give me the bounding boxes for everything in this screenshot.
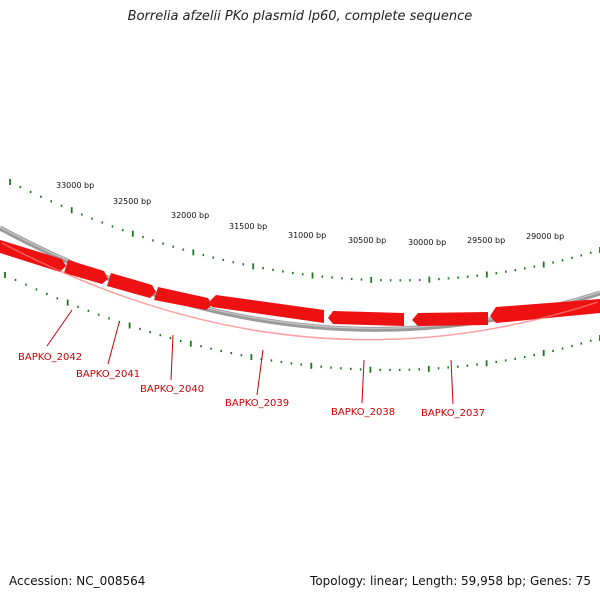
gene-label-bapko-2037[interactable]: BAPKO_2037 [421,408,485,419]
gene-arrow-bapko-2037[interactable] [412,312,488,326]
gene-track [0,240,600,341]
outer-scale-ticks [9,179,600,283]
scale-label-31500: 31500 bp [229,222,267,231]
scale-label-30500: 30500 bp [348,236,386,245]
gene-arrow-bapko-2041[interactable] [107,273,156,298]
scale-label-32000: 32000 bp [171,211,209,220]
scale-label-29000: 29000 bp [526,232,564,241]
gene-label-bapko-2040[interactable]: BAPKO_2040 [140,384,204,395]
scale-label-29500: 29500 bp [467,236,505,245]
gene-arrow-bapko-2036[interactable] [490,299,600,323]
scale-label-33000: 33000 bp [56,181,94,190]
scale-labels: 33000 bp 32500 bp 32000 bp 31500 bp 3100… [56,181,564,247]
gene-label-bapko-2042[interactable]: BAPKO_2042 [18,352,82,363]
inner-scale-ticks [4,272,600,373]
scale-label-32500: 32500 bp [113,197,151,206]
gene-arrow-bapko-2040[interactable] [154,287,212,310]
scale-label-31000: 31000 bp [288,231,326,240]
scale-label-30000: 30000 bp [408,238,446,247]
leader-line-bapko-2039 [256,349,264,396]
leader-line-bapko-2042 [46,309,73,347]
gene-label-bapko-2041[interactable]: BAPKO_2041 [76,369,140,380]
gene-arrow-bapko-2043[interactable] [0,240,66,272]
leader-line-bapko-2041 [107,322,120,365]
gene-label-bapko-2039[interactable]: BAPKO_2039 [225,398,289,409]
map-title: Borrelia afzelii PKo plasmid lp60, compl… [127,9,473,24]
gene-labels: BAPKO_2042 BAPKO_2041 BAPKO_2040 BAPKO_2… [18,352,485,419]
gene-track-highlight [1,242,599,341]
gene-leader-lines [46,309,454,405]
leader-line-bapko-2037 [450,359,454,405]
gene-label-bapko-2038[interactable]: BAPKO_2038 [331,407,395,418]
gene-arrow-bapko-2039[interactable] [210,295,324,323]
summary-text: Topology: linear; Length: 59,958 bp; Gen… [310,574,591,588]
leader-line-bapko-2040 [170,334,174,381]
gene-arrow-bapko-2038[interactable] [328,311,404,326]
gene-arrow-bapko-2042[interactable] [64,260,108,284]
leader-line-bapko-2038 [361,359,365,404]
accession-text: Accession: NC_008564 [9,574,146,588]
